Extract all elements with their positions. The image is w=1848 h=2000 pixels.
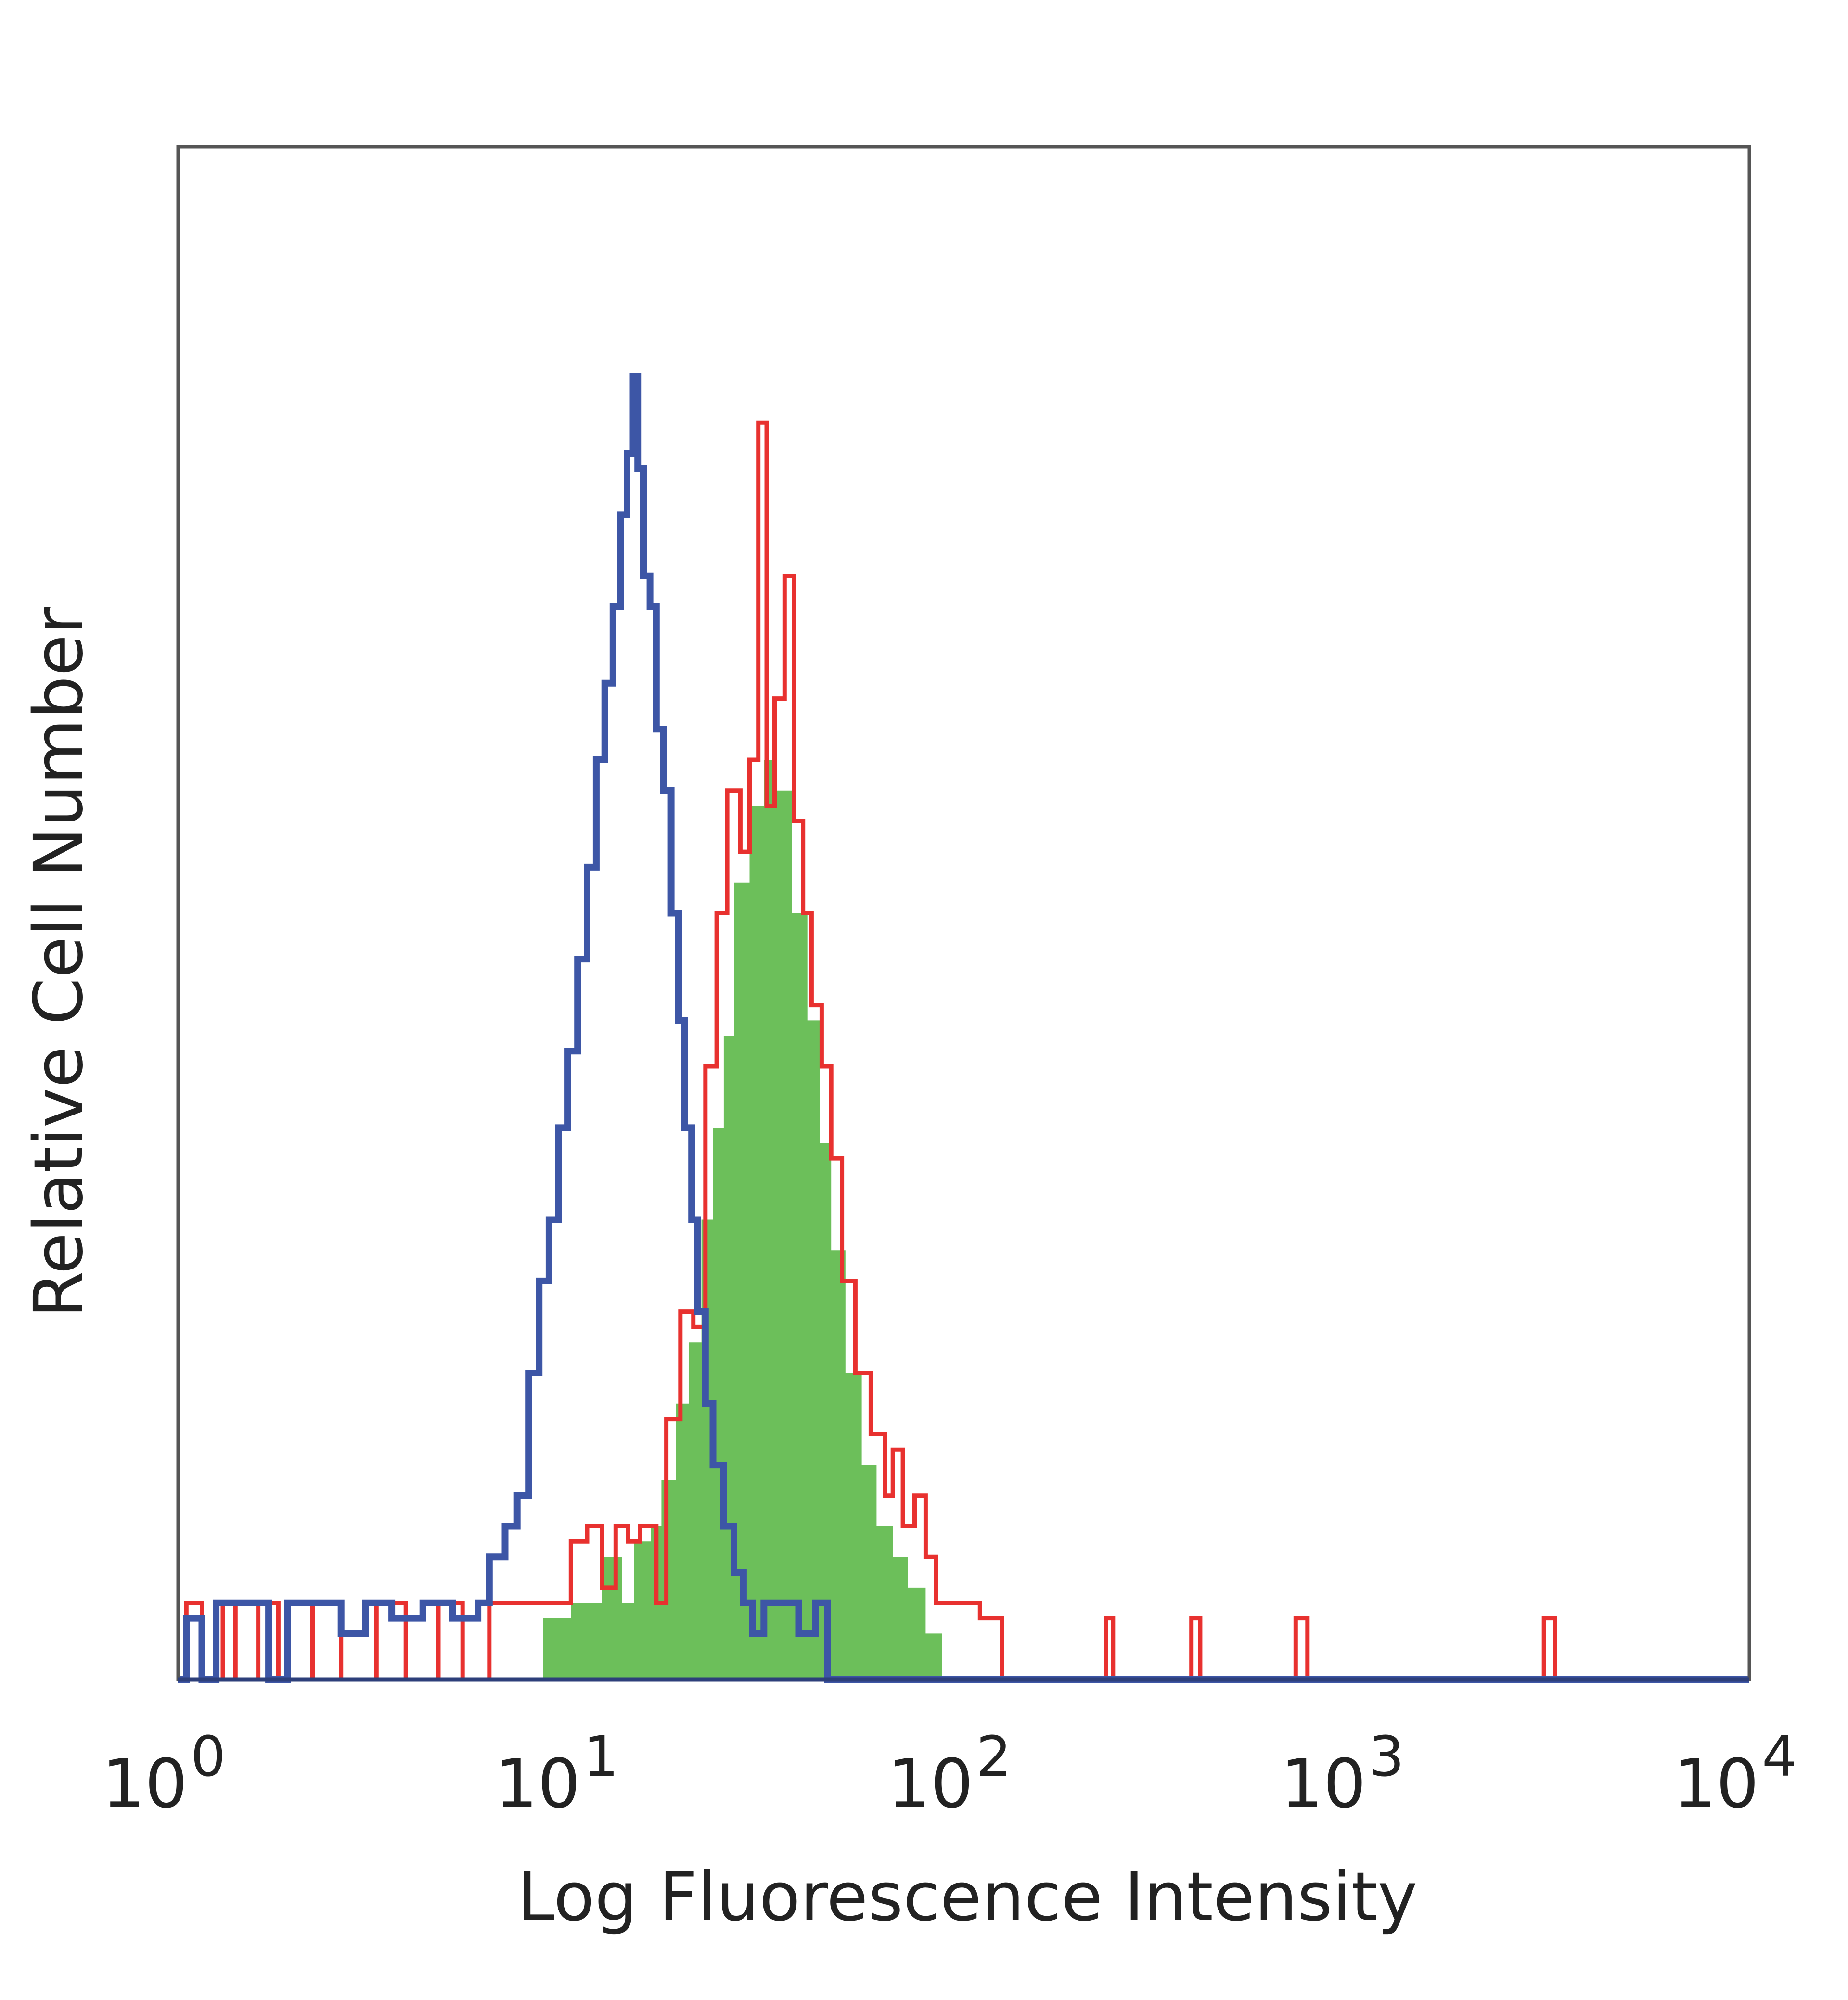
series-layer (178, 373, 1749, 1683)
x-tick-exponent: 2 (976, 1725, 1012, 1789)
series-filled-green (178, 760, 1749, 1679)
series-outline-blue (178, 373, 1749, 1683)
x-tick-base: 10 (102, 1745, 188, 1823)
x-tick-exponent: 4 (1762, 1725, 1797, 1789)
x-tick-exponent: 0 (191, 1725, 226, 1789)
x-tick-labels: 10 0 10 1 10 2 10 3 10 4 (102, 1725, 1797, 1823)
y-axis-label: Relative Cell Number (20, 607, 98, 1318)
x-tick-label-10000: 10 4 (1673, 1725, 1797, 1823)
x-tick-label-10: 10 1 (495, 1725, 618, 1823)
x-tick-base: 10 (887, 1745, 973, 1823)
series-outline-red (178, 420, 1749, 1682)
x-tick-label-1000: 10 3 (1281, 1725, 1404, 1823)
x-tick-exponent: 1 (583, 1725, 618, 1789)
x-tick-label-100: 10 2 (887, 1725, 1011, 1823)
plot-frame (176, 145, 1751, 1681)
x-tick-label-1: 10 0 (102, 1725, 226, 1823)
x-axis-label: Log Fluorescence Intensity (517, 1858, 1418, 1936)
x-tick-base: 10 (495, 1745, 580, 1823)
x-tick-base: 10 (1281, 1745, 1366, 1823)
x-tick-base: 10 (1673, 1745, 1759, 1823)
x-tick-exponent: 3 (1369, 1725, 1404, 1789)
